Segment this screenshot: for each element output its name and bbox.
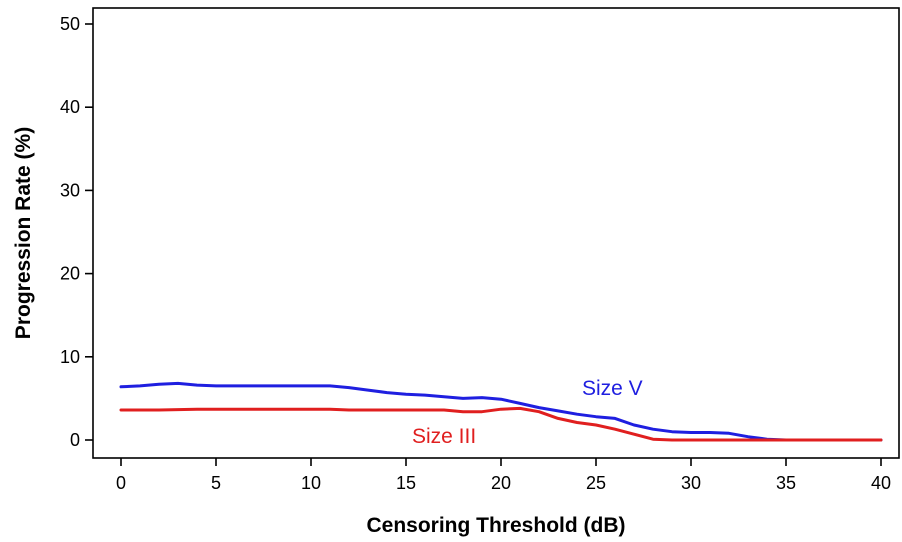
series-label-size-iii: Size III (412, 425, 476, 448)
x-axis-ticks: 0 5 10 15 20 25 30 35 40 (116, 458, 891, 493)
series-line-size-iii (119, 406, 883, 442)
y-tick-label: 40 (60, 97, 80, 117)
plot-frame (92, 7, 900, 459)
y-tick-label: 50 (60, 14, 80, 34)
x-tick-label: 0 (116, 473, 126, 493)
y-tick-label: 30 (60, 180, 80, 200)
x-tick-label: 10 (301, 473, 321, 493)
y-axis-title: Progression Rate (%) (12, 127, 35, 339)
x-tick-label: 15 (396, 473, 416, 493)
series-line-size-v (119, 381, 883, 442)
series-label-size-v: Size V (582, 377, 643, 400)
x-axis-title: Censoring Threshold (dB) (367, 514, 626, 537)
y-tick-label: 0 (70, 430, 80, 450)
x-tick-label: 40 (871, 473, 891, 493)
y-tick-label: 20 (60, 264, 80, 284)
x-tick-label: 25 (586, 473, 606, 493)
x-tick-label: 30 (681, 473, 701, 493)
x-tick-label: 35 (776, 473, 796, 493)
y-axis-ticks: 0 10 20 30 40 50 (60, 14, 93, 450)
y-tick-label: 10 (60, 347, 80, 367)
x-tick-label: 20 (491, 473, 511, 493)
x-tick-label: 5 (211, 473, 221, 493)
series-lines (119, 381, 883, 442)
